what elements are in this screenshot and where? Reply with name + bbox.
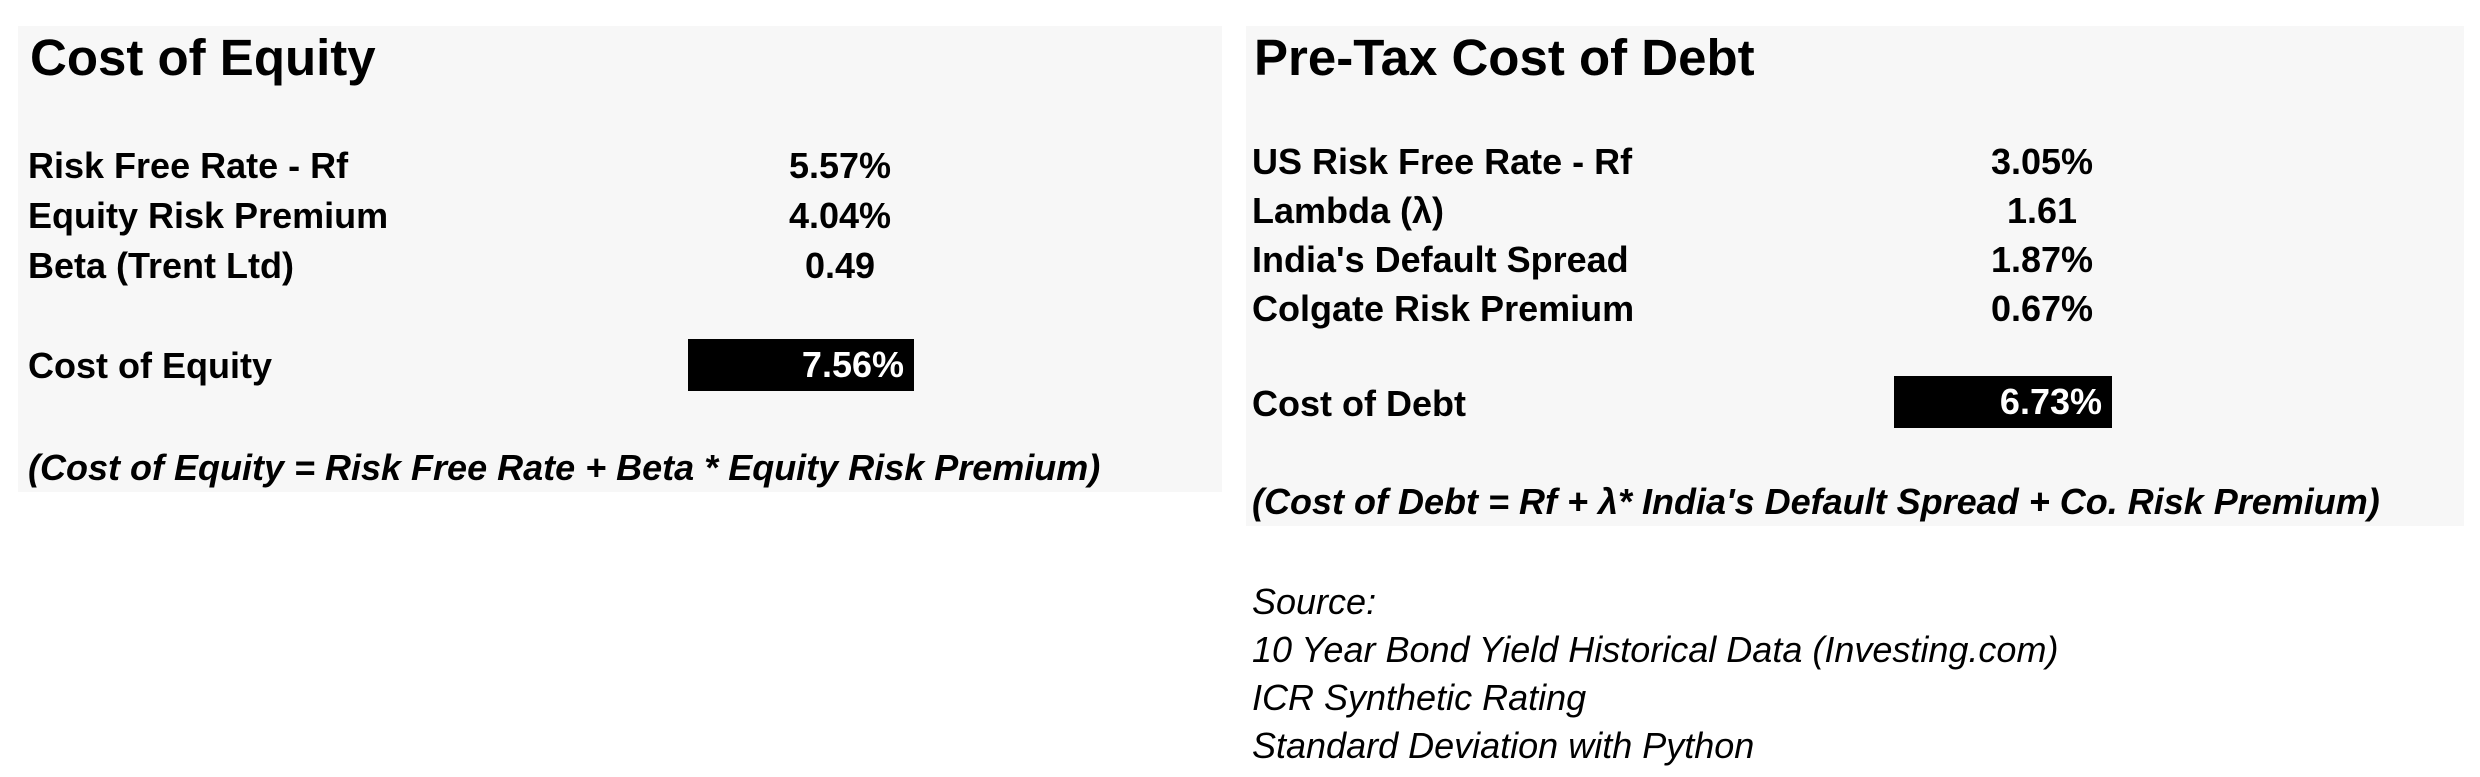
risk-free-rate-label: Risk Free Rate - Rf [28, 145, 349, 186]
cost-of-equity-title: Cost of Equity [30, 29, 376, 86]
source-item: 10 Year Bond Yield Historical Data (Inve… [1252, 629, 2059, 670]
cost-of-debt-result-value: 6.73% [1894, 376, 2112, 428]
cost-of-equity-result-value: 7.56% [688, 339, 914, 391]
source-heading: Source: [1252, 581, 1377, 622]
default-spread-label: India's Default Spread [1252, 239, 1629, 280]
lambda-label: Lambda (λ) [1252, 190, 1445, 231]
beta-label: Beta (Trent Ltd) [28, 245, 294, 286]
cost-of-debt-title: Pre-Tax Cost of Debt [1254, 29, 1755, 86]
source-item: ICR Synthetic Rating [1252, 677, 1587, 718]
cost-of-equity-result-label: Cost of Equity [28, 345, 272, 386]
cost-of-debt-panel: Pre-Tax Cost of Debt US Risk Free Rate -… [1246, 26, 2464, 526]
lambda-value: 1.61 [2006, 190, 2078, 231]
cost-of-debt-result-label: Cost of Debt [1252, 383, 1466, 424]
colgate-risk-premium-value: 0.67% [1990, 288, 2094, 329]
colgate-risk-premium-label: Colgate Risk Premium [1252, 288, 1635, 329]
us-risk-free-rate-value: 3.05% [1990, 141, 2094, 182]
beta-value: 0.49 [804, 245, 876, 286]
risk-free-rate-value: 5.57% [788, 145, 892, 186]
cost-of-equity-panel: Cost of Equity Risk Free Rate - Rf 5.57%… [18, 26, 1222, 492]
cost-of-equity-formula: (Cost of Equity = Risk Free Rate + Beta … [28, 447, 1101, 488]
source-item: Standard Deviation with Python [1252, 725, 1755, 766]
equity-risk-premium-label: Equity Risk Premium [28, 195, 389, 236]
equity-risk-premium-value: 4.04% [788, 195, 892, 236]
default-spread-value: 1.87% [1990, 239, 2094, 280]
us-risk-free-rate-label: US Risk Free Rate - Rf [1252, 141, 1633, 182]
cost-of-debt-formula: (Cost of Debt = Rf + λ* India's Default … [1252, 481, 2380, 522]
